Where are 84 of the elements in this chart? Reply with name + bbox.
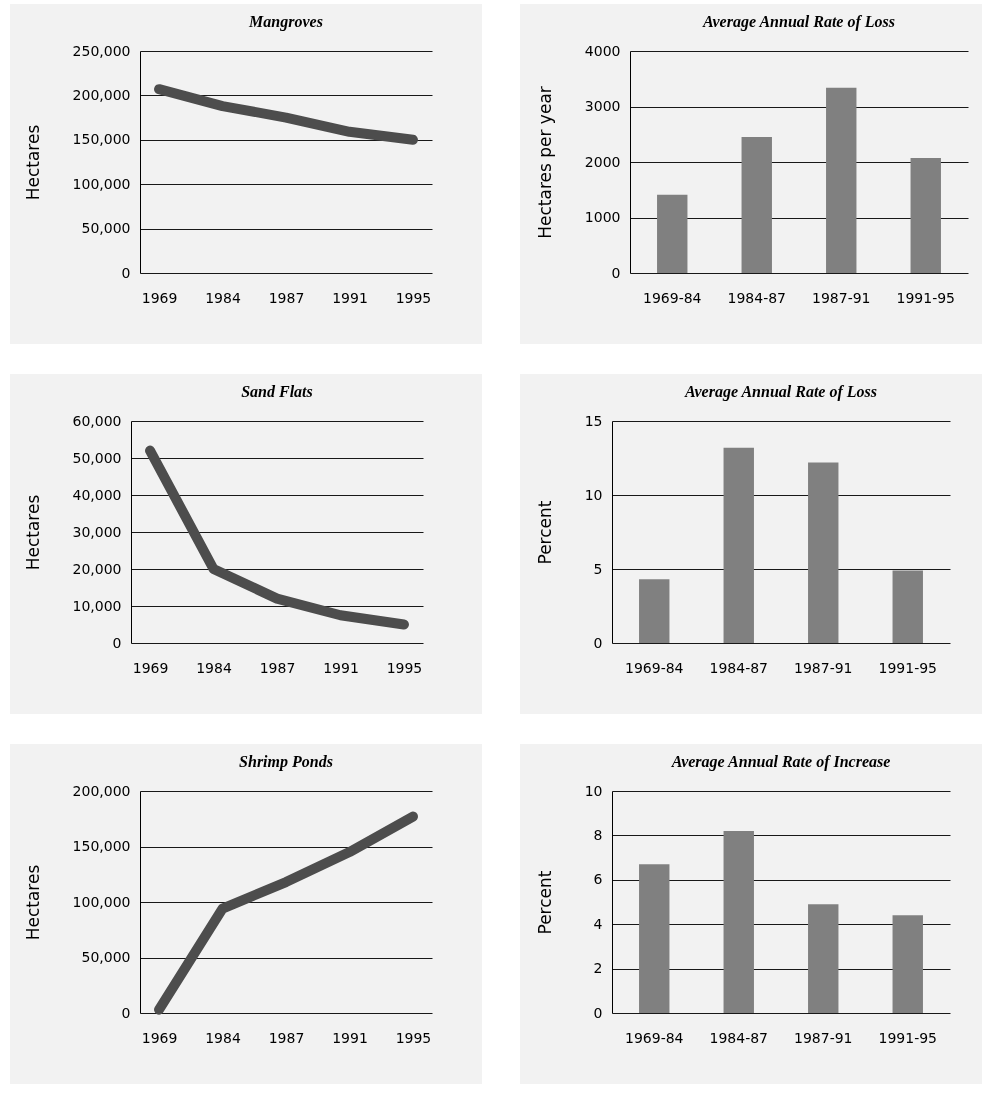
y-tick-label: 15 [584,412,603,429]
chart-title: Mangroves [248,13,323,31]
x-tick-label: 1984 [205,1029,241,1046]
bar [808,904,839,1013]
x-tick-label: 1991-95 [878,659,937,676]
bar [910,158,941,273]
y-tick-label: 0 [593,634,603,651]
bar [808,462,839,643]
y-tick-label: 30,000 [72,523,122,540]
y-tick-label: 200,000 [72,86,131,103]
y-axis-title: Percent [534,500,555,565]
chart-title: Average Annual Rate of Loss [701,13,896,31]
bar [826,87,857,273]
y-tick-label: 250,000 [72,42,131,59]
y-tick-label: 3000 [584,98,621,114]
bar [639,579,670,643]
x-tick-label: 1991 [332,1029,368,1046]
y-tick-label: 50,000 [72,449,122,466]
y-tick-label: 100,000 [72,893,131,910]
y-tick-label: 8 [593,826,603,843]
y-tick-label: 6 [593,871,603,888]
x-tick-label: 1991-95 [878,1029,937,1046]
x-tick-label: 1987-91 [794,1029,853,1046]
y-tick-label: 0 [121,264,131,281]
bar [892,570,923,643]
x-tick-label: 1969 [132,659,169,676]
chart-title: Shrimp Ponds [239,753,333,771]
x-tick-label: 1991-95 [896,289,955,306]
x-tick-label: 1969-84 [625,659,684,676]
y-tick-label: 40,000 [72,486,122,503]
bar [892,915,923,1013]
bar [723,830,754,1013]
chart-title: Average Annual Rate of Loss [683,383,878,401]
y-axis-title: Hectares [22,494,43,571]
y-tick-label: 0 [611,264,621,281]
y-tick-label: 150,000 [72,131,131,148]
y-tick-label: 0 [112,634,122,651]
y-tick-label: 2000 [584,153,621,170]
y-tick-label: 4 [593,915,603,932]
x-tick-label: 1991 [332,289,368,306]
x-tick-label: 1969-84 [625,1029,684,1046]
x-tick-label: 1987-91 [812,289,871,306]
x-tick-label: 1984-87 [709,659,768,676]
y-tick-label: 1000 [584,209,621,225]
y-tick-label: 50,000 [81,220,131,237]
y-tick-label: 60,000 [72,412,122,429]
y-axis-title: Hectares [22,864,43,941]
bar [741,137,772,273]
y-tick-label: 10,000 [72,597,122,614]
y-tick-label: 150,000 [72,838,131,854]
y-tick-label: 4000 [584,42,621,59]
y-tick-label: 100,000 [72,175,131,192]
x-tick-label: 1995 [395,1029,432,1046]
x-tick-label: 1987 [259,659,296,676]
y-tick-label: 2 [593,960,603,977]
y-tick-label: 0 [121,1004,131,1021]
x-tick-label: 1969-84 [643,289,702,306]
bar [657,194,688,273]
chart-title: Average Annual Rate of Increase [670,753,891,771]
chart-title: Sand Flats [241,383,313,400]
bar [723,447,754,643]
x-tick-label: 1987 [268,1029,305,1046]
y-tick-label: 200,000 [72,782,131,799]
x-tick-label: 1991 [323,659,359,676]
bar [639,864,670,1013]
x-tick-label: 1984 [196,659,232,676]
x-tick-label: 1995 [395,289,432,306]
x-tick-label: 1984-87 [709,1029,768,1046]
x-tick-label: 1987 [268,289,305,306]
y-tick-label: 5 [593,560,603,577]
x-tick-label: 1969 [141,1029,178,1046]
y-tick-label: 0 [593,1004,603,1021]
x-tick-label: 1984 [205,289,241,306]
y-axis-title: Hectares per year [534,86,555,239]
x-tick-label: 1995 [386,659,423,676]
x-tick-label: 1984-87 [727,289,786,306]
y-axis-title: Percent [534,870,555,935]
y-tick-label: 10 [584,782,603,799]
y-tick-label: 10 [584,486,603,503]
x-tick-label: 1969 [141,289,178,306]
y-tick-label: 50,000 [81,949,131,965]
y-tick-label: 20,000 [72,560,122,577]
x-tick-label: 1987-91 [794,659,853,676]
y-axis-title: Hectares [22,124,43,201]
